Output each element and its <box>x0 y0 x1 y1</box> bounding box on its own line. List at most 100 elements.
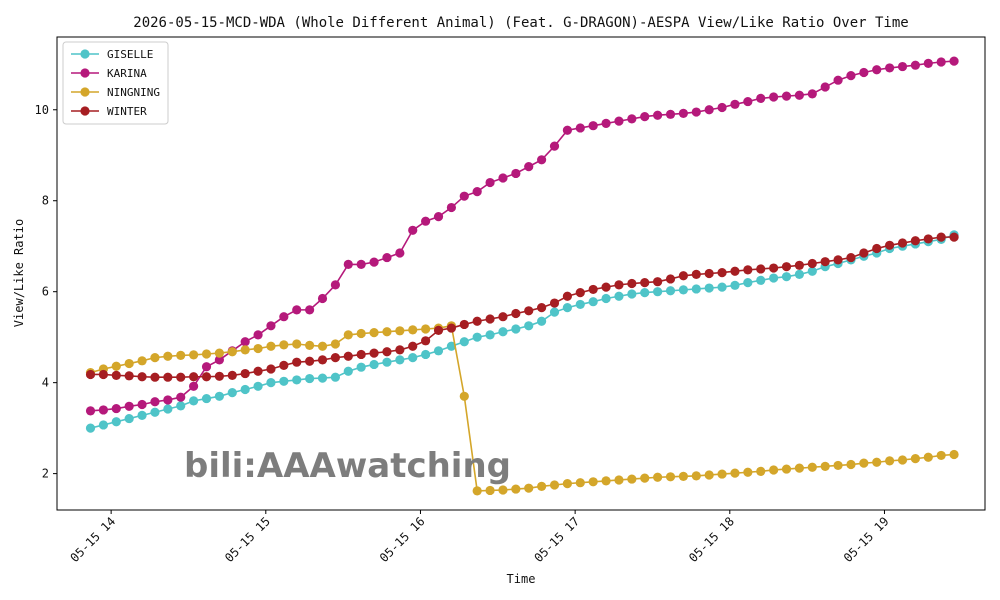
data-point <box>601 118 611 129</box>
data-point <box>317 293 328 304</box>
data-point <box>537 155 547 165</box>
data-point <box>459 391 469 401</box>
data-point <box>253 330 263 340</box>
data-point <box>227 347 237 357</box>
data-point <box>472 486 482 496</box>
data-point <box>111 370 121 380</box>
data-point <box>717 282 727 292</box>
data-point <box>704 470 714 480</box>
data-point <box>781 464 792 474</box>
data-point <box>794 90 805 100</box>
x-axis-label: Time <box>507 572 536 586</box>
data-point <box>317 355 328 365</box>
data-point <box>446 202 456 213</box>
data-point <box>317 341 328 351</box>
y-tick-label: 10 <box>35 103 49 117</box>
data-point <box>936 57 946 67</box>
data-point <box>769 465 779 475</box>
data-point <box>150 353 160 363</box>
data-point <box>240 337 250 347</box>
legend-item: GISELLE <box>71 48 153 61</box>
data-point <box>485 485 495 496</box>
data-point <box>872 65 882 75</box>
data-point <box>833 255 843 265</box>
data-point <box>214 348 224 358</box>
data-point <box>730 266 740 276</box>
data-point <box>163 351 173 361</box>
data-point <box>910 454 921 464</box>
y-tick-label: 2 <box>42 467 49 481</box>
data-point <box>537 316 547 326</box>
data-point <box>665 274 676 284</box>
data-point <box>885 240 895 250</box>
data-point <box>949 449 959 460</box>
data-point <box>498 173 508 183</box>
data-point <box>794 269 805 280</box>
data-point <box>305 340 315 350</box>
data-point <box>627 474 637 484</box>
data-point <box>923 452 933 462</box>
data-point <box>640 473 650 483</box>
data-point <box>511 324 521 334</box>
data-point <box>98 420 108 430</box>
data-point <box>189 396 199 406</box>
data-point <box>214 371 224 381</box>
data-point <box>421 324 431 334</box>
data-point <box>575 478 585 488</box>
data-point <box>923 58 933 68</box>
data-point <box>756 466 766 476</box>
x-tick-label: 05-15 14 <box>67 514 118 565</box>
data-point <box>421 336 431 346</box>
data-point <box>176 392 186 402</box>
data-point <box>408 353 418 363</box>
data-point <box>85 406 96 416</box>
data-point <box>395 326 405 336</box>
data-point <box>343 259 353 269</box>
data-point <box>253 343 263 354</box>
data-point <box>330 372 340 382</box>
data-point <box>433 346 444 356</box>
data-point <box>949 56 959 66</box>
data-point <box>292 375 302 385</box>
data-point <box>446 323 456 333</box>
data-point <box>769 273 779 283</box>
data-point <box>408 341 418 351</box>
y-tick-label: 6 <box>42 285 49 299</box>
data-point <box>330 353 340 363</box>
data-point <box>266 378 276 388</box>
data-point <box>524 162 534 172</box>
data-point <box>85 423 96 433</box>
data-point <box>549 298 560 308</box>
data-point <box>730 280 740 290</box>
data-point <box>678 471 689 481</box>
data-point <box>665 286 676 296</box>
data-point <box>369 359 379 370</box>
data-point <box>859 67 869 78</box>
data-point <box>730 468 740 478</box>
data-point <box>266 364 276 374</box>
data-point <box>588 121 598 131</box>
data-point <box>769 92 779 102</box>
data-point <box>872 457 882 467</box>
data-point <box>292 305 302 315</box>
data-point <box>614 116 624 126</box>
data-point <box>833 460 843 471</box>
data-point <box>691 107 701 117</box>
data-point <box>421 216 431 226</box>
data-point <box>910 60 921 70</box>
data-point <box>704 283 714 293</box>
data-point <box>214 355 224 365</box>
data-point <box>137 410 147 420</box>
legend: GISELLE KARINA NINGNING WINTER <box>62 41 169 125</box>
y-tick-label: 4 <box>42 376 49 390</box>
data-point <box>201 362 212 372</box>
data-point <box>459 337 469 347</box>
data-point <box>524 483 534 493</box>
data-point <box>343 366 353 376</box>
data-point <box>330 280 340 290</box>
data-point <box>575 288 585 298</box>
data-point <box>408 325 418 335</box>
data-point <box>369 257 379 267</box>
data-point <box>485 314 495 324</box>
data-point <box>562 479 573 489</box>
